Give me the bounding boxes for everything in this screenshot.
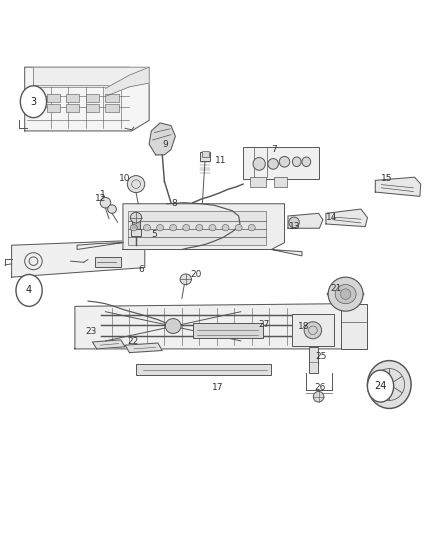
Polygon shape	[149, 123, 175, 155]
Ellipse shape	[156, 224, 163, 231]
Bar	[200, 152, 210, 161]
Bar	[86, 94, 99, 102]
Bar	[292, 314, 334, 346]
Text: 13: 13	[289, 222, 300, 231]
Text: 8: 8	[171, 199, 177, 208]
Bar	[274, 177, 287, 187]
Ellipse shape	[131, 212, 142, 223]
Polygon shape	[75, 304, 367, 349]
Text: 15: 15	[381, 174, 392, 183]
Polygon shape	[33, 67, 149, 86]
Text: 9: 9	[162, 140, 168, 149]
Ellipse shape	[313, 391, 324, 402]
Text: 17: 17	[212, 383, 224, 392]
Circle shape	[367, 370, 394, 402]
Ellipse shape	[328, 277, 363, 311]
Text: 23: 23	[86, 327, 97, 336]
Polygon shape	[12, 241, 145, 277]
Text: 12: 12	[95, 195, 106, 204]
Ellipse shape	[335, 285, 356, 304]
Polygon shape	[375, 177, 421, 196]
Ellipse shape	[127, 175, 145, 192]
Bar	[136, 364, 272, 375]
Text: 27: 27	[258, 320, 270, 329]
Bar	[106, 94, 119, 102]
Bar	[86, 104, 99, 112]
Bar	[243, 147, 319, 179]
Bar	[128, 211, 266, 245]
Bar	[66, 94, 79, 102]
Text: 21: 21	[330, 284, 342, 293]
Text: 25: 25	[315, 352, 326, 361]
Bar	[201, 151, 209, 157]
Polygon shape	[106, 67, 149, 96]
Polygon shape	[92, 340, 125, 349]
Text: 14: 14	[326, 213, 337, 222]
Bar	[46, 104, 60, 112]
Bar	[341, 304, 367, 349]
Bar	[106, 104, 119, 112]
Polygon shape	[123, 204, 285, 249]
Polygon shape	[272, 249, 302, 256]
Ellipse shape	[170, 224, 177, 231]
Polygon shape	[288, 213, 323, 228]
Ellipse shape	[108, 205, 117, 213]
Polygon shape	[77, 243, 123, 249]
Bar	[131, 229, 141, 236]
Text: 22: 22	[127, 337, 138, 346]
Ellipse shape	[340, 289, 351, 300]
Text: 24: 24	[374, 381, 387, 391]
Text: 3: 3	[30, 96, 36, 107]
Bar	[193, 324, 263, 338]
Bar	[251, 177, 266, 187]
Ellipse shape	[196, 224, 203, 231]
Ellipse shape	[279, 157, 290, 167]
Text: 6: 6	[138, 265, 144, 273]
Ellipse shape	[209, 224, 216, 231]
Ellipse shape	[268, 159, 279, 169]
Ellipse shape	[302, 157, 311, 166]
Ellipse shape	[183, 224, 190, 231]
Bar	[66, 104, 79, 112]
Text: 20: 20	[191, 270, 202, 279]
Ellipse shape	[180, 274, 191, 285]
Text: 18: 18	[297, 321, 309, 330]
Ellipse shape	[222, 224, 229, 231]
Text: 4: 4	[26, 286, 32, 295]
Ellipse shape	[289, 217, 299, 228]
Ellipse shape	[235, 224, 242, 231]
Text: 10: 10	[119, 174, 130, 183]
Polygon shape	[326, 209, 367, 227]
Bar	[95, 257, 121, 267]
Ellipse shape	[304, 322, 321, 339]
Text: 1: 1	[100, 190, 106, 199]
Bar	[132, 220, 140, 229]
Text: 7: 7	[272, 145, 277, 154]
Polygon shape	[125, 343, 162, 353]
Ellipse shape	[100, 197, 111, 208]
Circle shape	[20, 86, 46, 118]
Ellipse shape	[165, 319, 181, 334]
Text: 11: 11	[215, 156, 226, 165]
Text: 5: 5	[151, 230, 157, 239]
Text: 26: 26	[314, 383, 325, 392]
Ellipse shape	[292, 157, 301, 166]
Bar	[46, 94, 60, 102]
Bar	[308, 348, 318, 373]
Ellipse shape	[131, 224, 138, 231]
Ellipse shape	[248, 224, 255, 231]
Ellipse shape	[144, 224, 150, 231]
Ellipse shape	[253, 158, 265, 170]
Ellipse shape	[367, 361, 411, 408]
Circle shape	[16, 274, 42, 306]
Polygon shape	[25, 67, 149, 131]
